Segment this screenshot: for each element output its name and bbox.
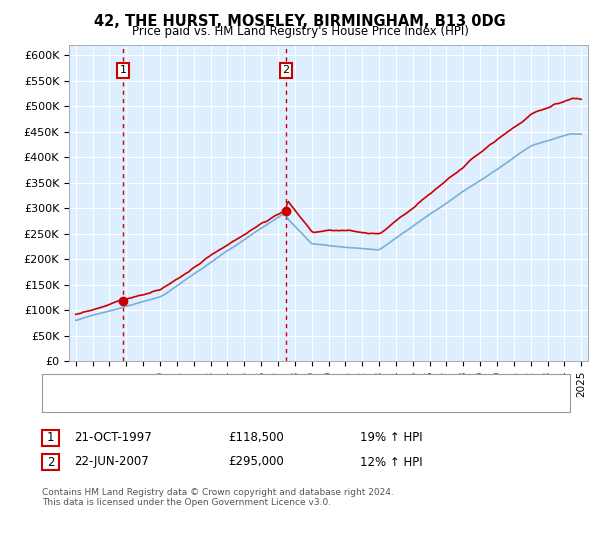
Text: 42, THE HURST, MOSELEY, BIRMINGHAM, B13 0DG: 42, THE HURST, MOSELEY, BIRMINGHAM, B13 … (94, 14, 506, 29)
Text: 1: 1 (119, 66, 127, 75)
Text: 2: 2 (47, 455, 54, 469)
Text: 12% ↑ HPI: 12% ↑ HPI (360, 455, 422, 469)
Text: 42, THE HURST, MOSELEY, BIRMINGHAM, B13 0DG (detached house): 42, THE HURST, MOSELEY, BIRMINGHAM, B13 … (93, 380, 451, 390)
Text: Contains HM Land Registry data © Crown copyright and database right 2024.: Contains HM Land Registry data © Crown c… (42, 488, 394, 497)
Text: 2: 2 (283, 66, 289, 75)
Text: £295,000: £295,000 (228, 455, 284, 469)
Text: This data is licensed under the Open Government Licence v3.0.: This data is licensed under the Open Gov… (42, 498, 331, 507)
Text: 1: 1 (47, 431, 54, 445)
Text: 21-OCT-1997: 21-OCT-1997 (74, 431, 152, 445)
Text: Price paid vs. HM Land Registry's House Price Index (HPI): Price paid vs. HM Land Registry's House … (131, 25, 469, 38)
Text: 19% ↑ HPI: 19% ↑ HPI (360, 431, 422, 445)
Text: 22-JUN-2007: 22-JUN-2007 (74, 455, 149, 469)
Text: HPI: Average price, detached house, Birmingham: HPI: Average price, detached house, Birm… (93, 396, 350, 406)
Text: £118,500: £118,500 (228, 431, 284, 445)
